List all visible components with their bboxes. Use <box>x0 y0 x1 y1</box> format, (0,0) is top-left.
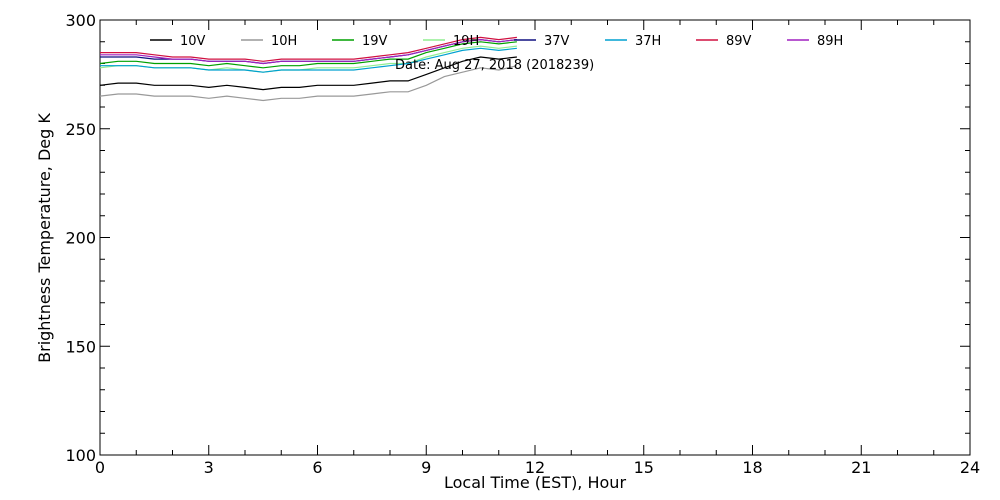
date-annotation: Date: Aug 27, 2018 (2018239) <box>395 58 594 73</box>
x-tick-label: 0 <box>95 458 105 477</box>
legend-label: 37H <box>635 34 661 49</box>
y-tick-label: 200 <box>65 229 96 248</box>
x-tick-label: 18 <box>742 458 762 477</box>
legend-label: 89V <box>726 34 752 49</box>
legend-label: 37V <box>544 34 570 49</box>
y-tick-label: 150 <box>65 337 96 356</box>
y-axis-title: Brightness Temperature, Deg K <box>35 113 54 363</box>
legend-label: 89H <box>817 34 843 49</box>
series-line-10h <box>99 65 518 102</box>
x-axis-title: Local Time (EST), Hour <box>444 473 626 492</box>
y-tick-label: 100 <box>65 446 96 465</box>
legend-item-89h: 89H <box>787 34 843 49</box>
legend-item-37h: 37H <box>605 34 661 49</box>
legend-item-10v: 10V <box>150 34 206 49</box>
series-lines <box>99 36 518 102</box>
legend-label: 10V <box>180 34 206 49</box>
legend-item-19v: 19V <box>332 34 388 49</box>
y-tick-label: 300 <box>65 11 96 30</box>
legend: 10V 10H 19V 19H 37V 37H 89V 89H <box>150 34 843 49</box>
axis-ticks <box>99 19 971 456</box>
legend-item-37v: 37V <box>514 34 570 49</box>
legend-item-10h: 10H <box>241 34 297 49</box>
series-line-89h <box>100 38 517 65</box>
x-tick-label: 6 <box>312 458 322 477</box>
x-tick-label: 12 <box>525 458 545 477</box>
x-tick-label: 3 <box>204 458 214 477</box>
series-line-10v <box>99 56 517 91</box>
series-line-89v <box>100 36 517 62</box>
legend-label: 10H <box>271 34 297 49</box>
x-tick-label: 15 <box>634 458 654 477</box>
axis-tick-labels: 0 3 6 9 12 15 18 21 24 100 150 200 250 300 <box>65 11 980 477</box>
legend-label: 19V <box>362 34 388 49</box>
legend-item-19h: 19H <box>423 34 479 49</box>
series-line-19v <box>99 41 517 69</box>
x-tick-label: 9 <box>421 458 431 477</box>
x-tick-label: 24 <box>960 458 980 477</box>
series-line-37h <box>100 47 517 73</box>
legend-item-89v: 89V <box>696 34 752 49</box>
y-tick-label: 250 <box>65 120 96 139</box>
legend-label: 19H <box>453 34 479 49</box>
x-tick-label: 21 <box>851 458 871 477</box>
